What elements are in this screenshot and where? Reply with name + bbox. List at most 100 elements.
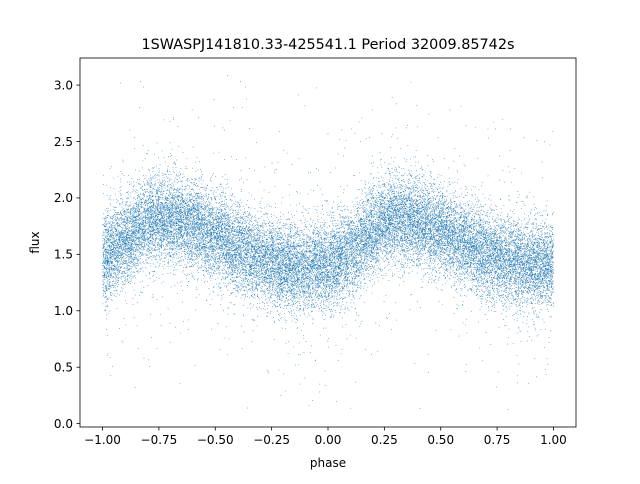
data-point (258, 277, 260, 279)
data-point (357, 248, 359, 250)
data-point (346, 243, 347, 245)
data-point (373, 253, 375, 255)
data-point (157, 217, 158, 218)
data-point (375, 177, 377, 179)
data-point (294, 246, 295, 248)
data-point (415, 226, 416, 228)
data-point (442, 236, 444, 237)
data-point (140, 199, 142, 201)
data-point (169, 232, 170, 234)
data-point (497, 260, 499, 261)
data-point (241, 202, 242, 204)
data-point (157, 244, 158, 246)
data-point (176, 216, 178, 217)
data-point (520, 290, 522, 291)
data-point (245, 293, 247, 295)
data-point (336, 256, 337, 258)
data-point (415, 245, 417, 247)
data-point (261, 250, 263, 251)
data-point (484, 291, 485, 293)
data-point (380, 244, 381, 246)
data-point (285, 264, 287, 265)
data-point (218, 268, 220, 269)
data-point (442, 261, 444, 263)
data-point (158, 216, 159, 217)
data-point (380, 164, 382, 166)
data-point (272, 238, 274, 240)
data-point (280, 253, 281, 255)
data-point (295, 303, 296, 304)
data-point (111, 245, 112, 247)
data-point (464, 239, 466, 241)
data-point (126, 222, 128, 224)
data-point (143, 216, 144, 218)
data-point (351, 281, 352, 283)
data-point (270, 273, 272, 275)
data-point (436, 231, 437, 232)
data-point (485, 251, 486, 253)
data-point (185, 167, 186, 169)
data-point (178, 257, 179, 259)
data-point (392, 232, 394, 234)
data-point (442, 225, 444, 226)
data-point (321, 274, 323, 276)
data-point (160, 228, 162, 230)
data-point (216, 207, 218, 209)
data-point (322, 244, 324, 245)
data-point (489, 272, 491, 273)
data-point (302, 235, 304, 237)
data-point (167, 233, 169, 235)
data-point (175, 163, 177, 165)
data-point (239, 251, 241, 253)
data-point (396, 267, 398, 269)
data-point (288, 256, 290, 258)
data-point (342, 253, 344, 254)
data-point (434, 209, 436, 211)
data-point (135, 224, 137, 226)
data-point (118, 257, 119, 259)
data-point (332, 281, 334, 283)
data-point (257, 255, 259, 256)
data-point (358, 276, 360, 277)
data-point (533, 261, 535, 263)
data-point (490, 211, 492, 213)
data-point (547, 260, 549, 262)
data-point (192, 208, 194, 210)
data-point (309, 251, 311, 252)
data-point (184, 241, 186, 243)
data-point (151, 218, 152, 219)
data-point (467, 231, 469, 232)
data-point (170, 188, 172, 190)
data-point (387, 237, 389, 239)
data-point (259, 237, 260, 239)
data-point (124, 209, 125, 211)
data-point (133, 236, 135, 238)
data-point (539, 273, 541, 275)
data-point (297, 234, 299, 236)
data-point (394, 196, 395, 197)
data-point (271, 277, 272, 279)
data-point (274, 300, 276, 302)
data-point (481, 246, 483, 248)
data-point (141, 243, 143, 245)
data-point (122, 280, 123, 282)
data-point (378, 203, 380, 204)
data-point (328, 242, 330, 244)
data-point (492, 238, 493, 239)
data-point (407, 179, 409, 181)
data-point (421, 239, 422, 241)
data-point (355, 276, 357, 277)
data-point (360, 286, 362, 288)
data-point (458, 234, 459, 236)
data-point (487, 223, 489, 225)
data-point (394, 240, 396, 241)
data-point (459, 268, 460, 270)
data-point (382, 210, 384, 212)
data-point (121, 263, 123, 264)
data-point (237, 248, 239, 250)
data-point (159, 223, 160, 225)
data-point (219, 218, 221, 220)
data-point (278, 266, 279, 268)
data-point (481, 247, 483, 248)
data-point (255, 274, 257, 276)
